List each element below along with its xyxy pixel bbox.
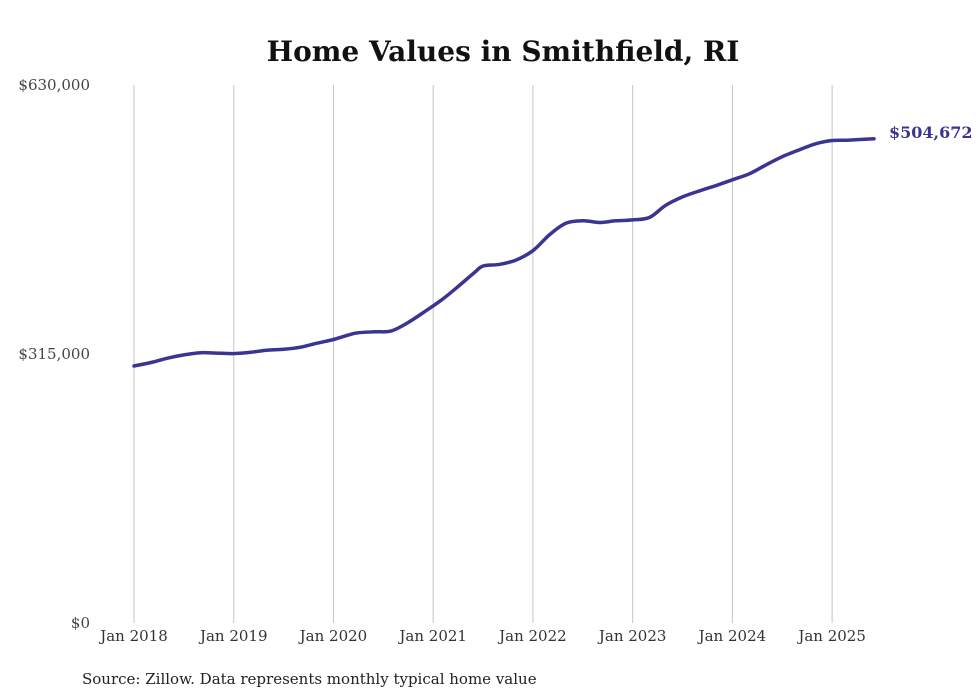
chart-title: Home Values in Smithfield, RI bbox=[267, 35, 740, 68]
y-tick-label: $0 bbox=[71, 614, 90, 632]
source-note: Source: Zillow. Data represents monthly … bbox=[82, 670, 537, 688]
x-tick-label: Jan 2020 bbox=[298, 627, 368, 645]
end-value-label: $504,672 bbox=[889, 123, 973, 142]
y-tick-label: $315,000 bbox=[18, 345, 90, 363]
x-axis-ticks: Jan 2018 Jan 2019 Jan 2020 Jan 2021 Jan 2022… bbox=[98, 627, 866, 645]
x-tick-label: Jan 2022 bbox=[497, 627, 567, 645]
grid-lines bbox=[133, 85, 833, 623]
series-line bbox=[132, 137, 876, 368]
x-tick-label: Jan 2018 bbox=[98, 627, 168, 645]
x-tick-label: Jan 2021 bbox=[397, 627, 467, 645]
x-tick-label: Jan 2025 bbox=[796, 627, 866, 645]
x-tick-label: Jan 2023 bbox=[597, 627, 667, 645]
x-tick-label: Jan 2019 bbox=[198, 627, 268, 645]
y-tick-label: $630,000 bbox=[18, 76, 90, 94]
x-tick-label: Jan 2024 bbox=[697, 627, 767, 645]
y-axis-ticks: $0 $315,000 $630,000 bbox=[18, 76, 90, 632]
